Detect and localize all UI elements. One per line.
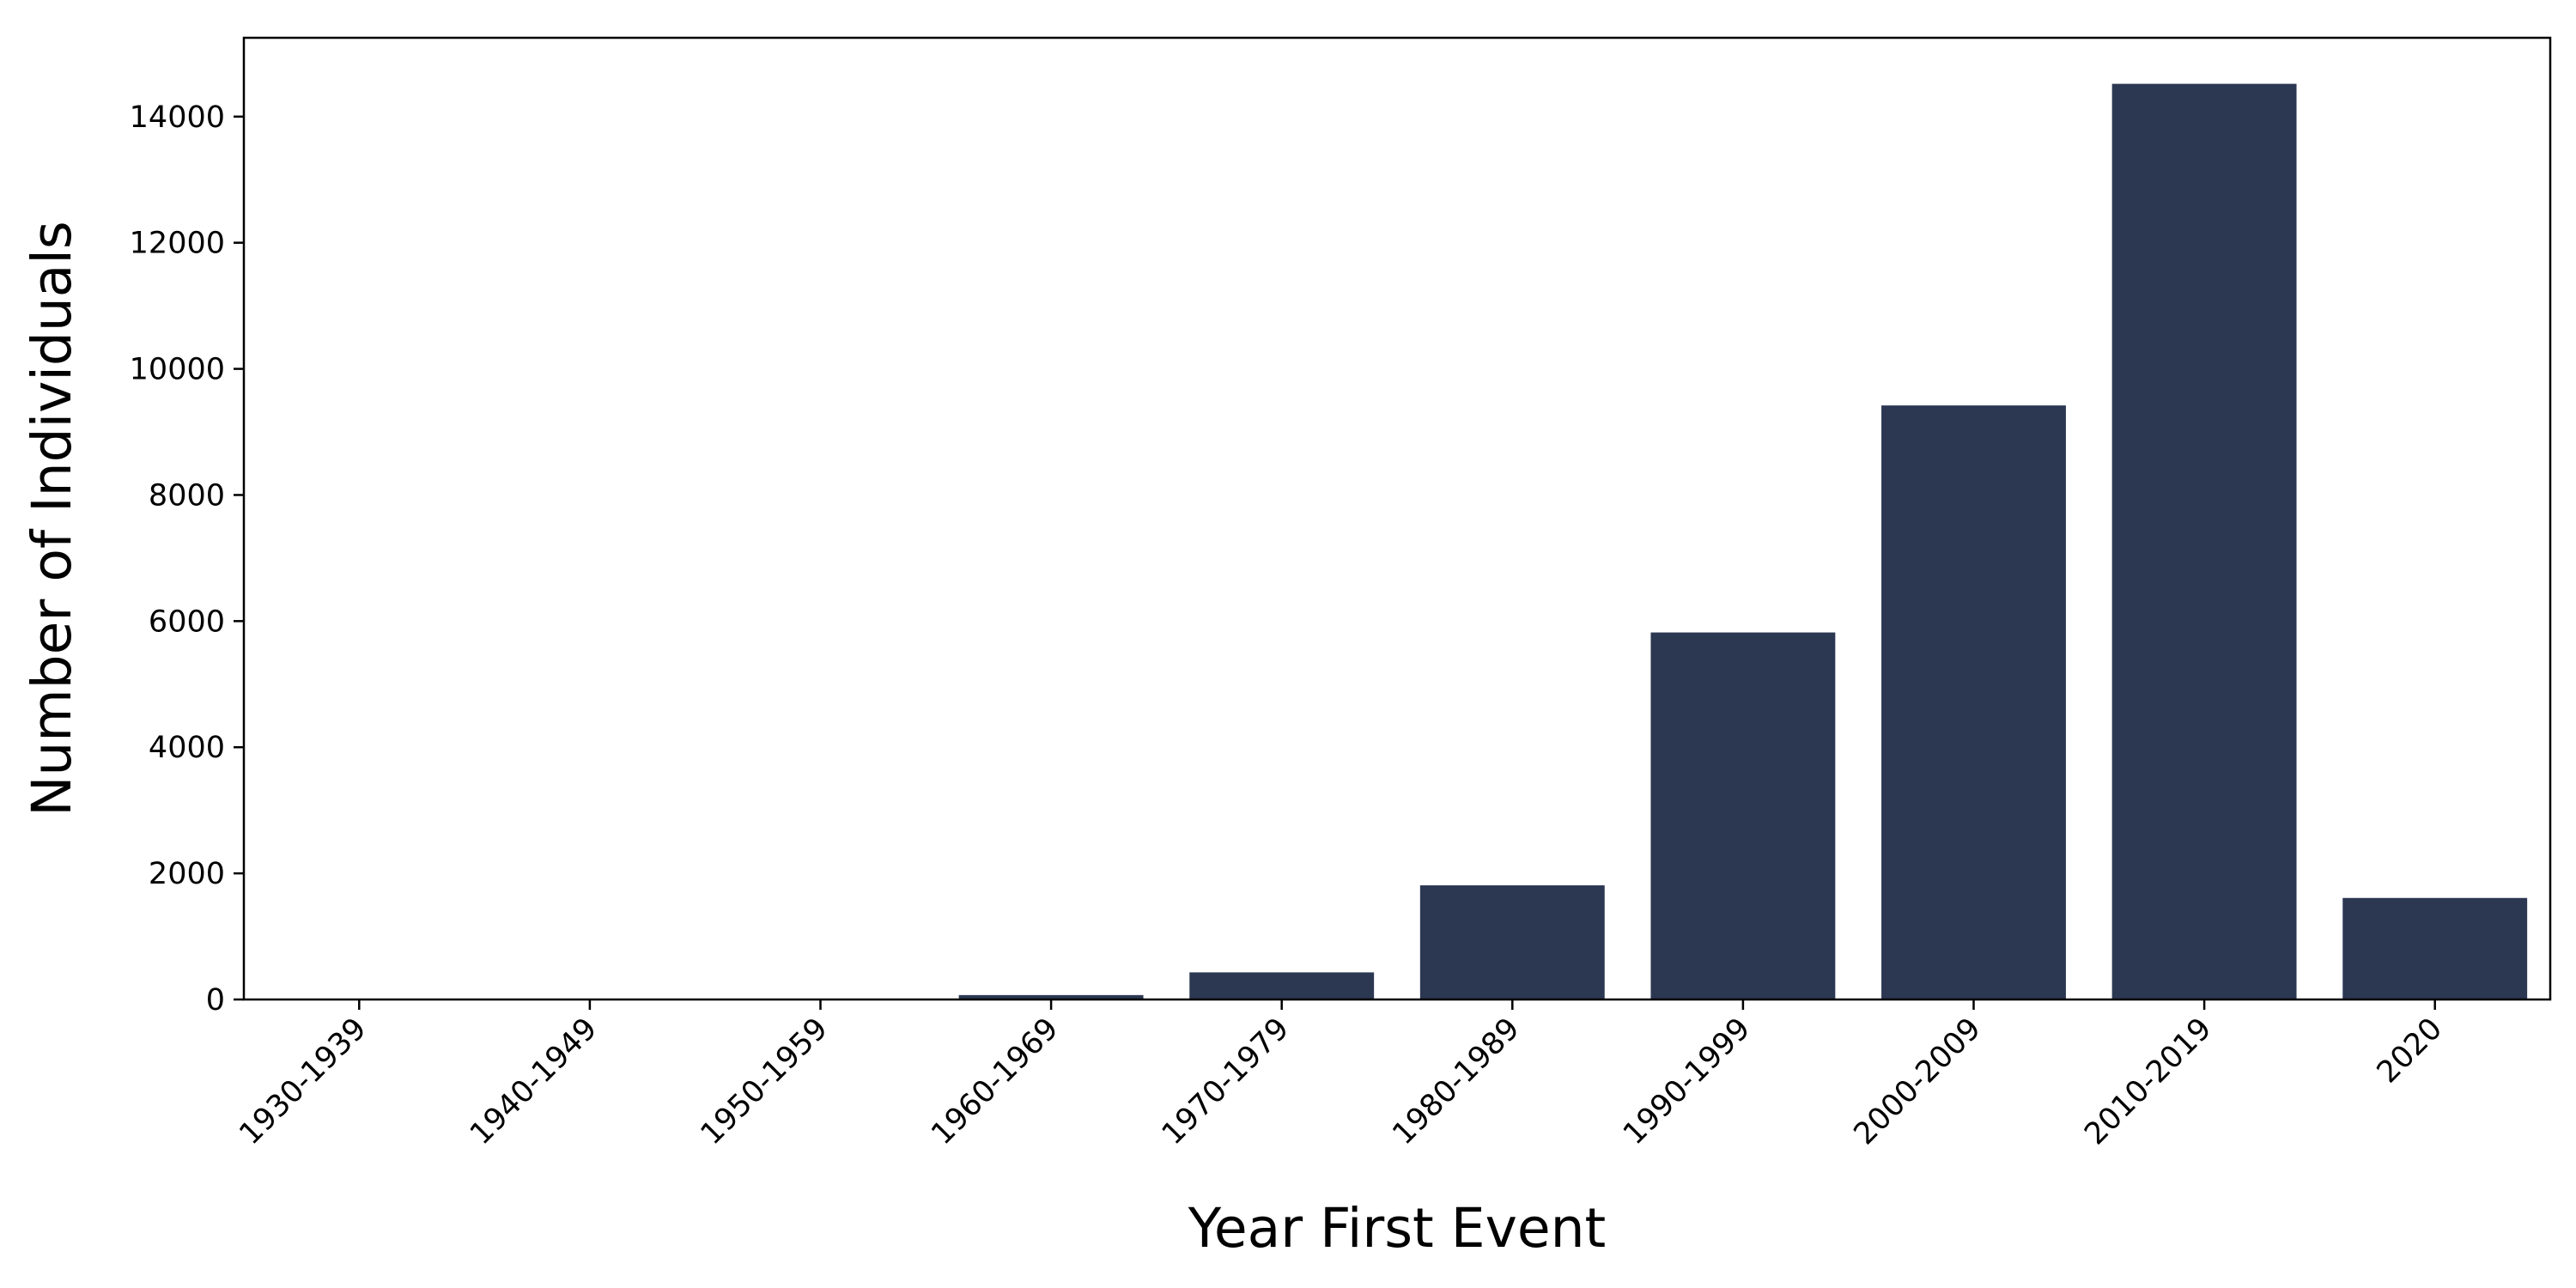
x-axis: 1930-1939 1940-1949 1950-1959 1960-1969 1970… xyxy=(233,999,2449,1151)
y-tick-label: 14000 xyxy=(130,100,225,135)
bar-1970-1979 xyxy=(1189,972,1375,999)
y-tick-label: 0 xyxy=(206,983,225,1018)
x-tick-label: 2020 xyxy=(2371,1012,2449,1090)
y-tick-label: 8000 xyxy=(149,478,225,513)
x-tick-label: 1950-1959 xyxy=(695,1012,835,1151)
bar-1990-1999 xyxy=(1650,632,1836,999)
y-axis-label: Number of Individuals xyxy=(21,221,83,817)
y-tick-label: 6000 xyxy=(149,605,225,639)
y-tick-label: 10000 xyxy=(130,353,225,387)
y-tick-label: 4000 xyxy=(149,731,225,765)
x-tick-label: 2010-2019 xyxy=(2078,1012,2218,1151)
bar-1960-1969 xyxy=(958,994,1144,999)
x-tick-label: 1990-1999 xyxy=(1617,1012,1757,1151)
bar-2000-2009 xyxy=(1881,405,2066,999)
y-tick-label: 2000 xyxy=(149,857,225,891)
y-tick-label: 12000 xyxy=(130,227,225,261)
bar-2020 xyxy=(2342,897,2528,999)
x-tick-label: 1970-1979 xyxy=(1156,1012,1296,1151)
x-axis-label: Year First Event xyxy=(1188,1197,1607,1260)
x-tick-label: 1980-1989 xyxy=(1386,1012,1526,1151)
bar-2010-2019 xyxy=(2111,83,2297,999)
bar-1980-1989 xyxy=(1419,885,1605,999)
y-axis: 0 2000 4000 6000 8000 10000 12000 14000 xyxy=(130,100,244,1018)
x-tick-label: 1930-1939 xyxy=(233,1012,373,1151)
bars-group xyxy=(266,83,2528,999)
x-tick-label: 2000-2009 xyxy=(1848,1012,1988,1151)
plot-frame xyxy=(242,36,2552,1001)
x-tick-label: 1960-1969 xyxy=(925,1012,1065,1151)
x-tick-label: 1940-1949 xyxy=(464,1012,604,1151)
